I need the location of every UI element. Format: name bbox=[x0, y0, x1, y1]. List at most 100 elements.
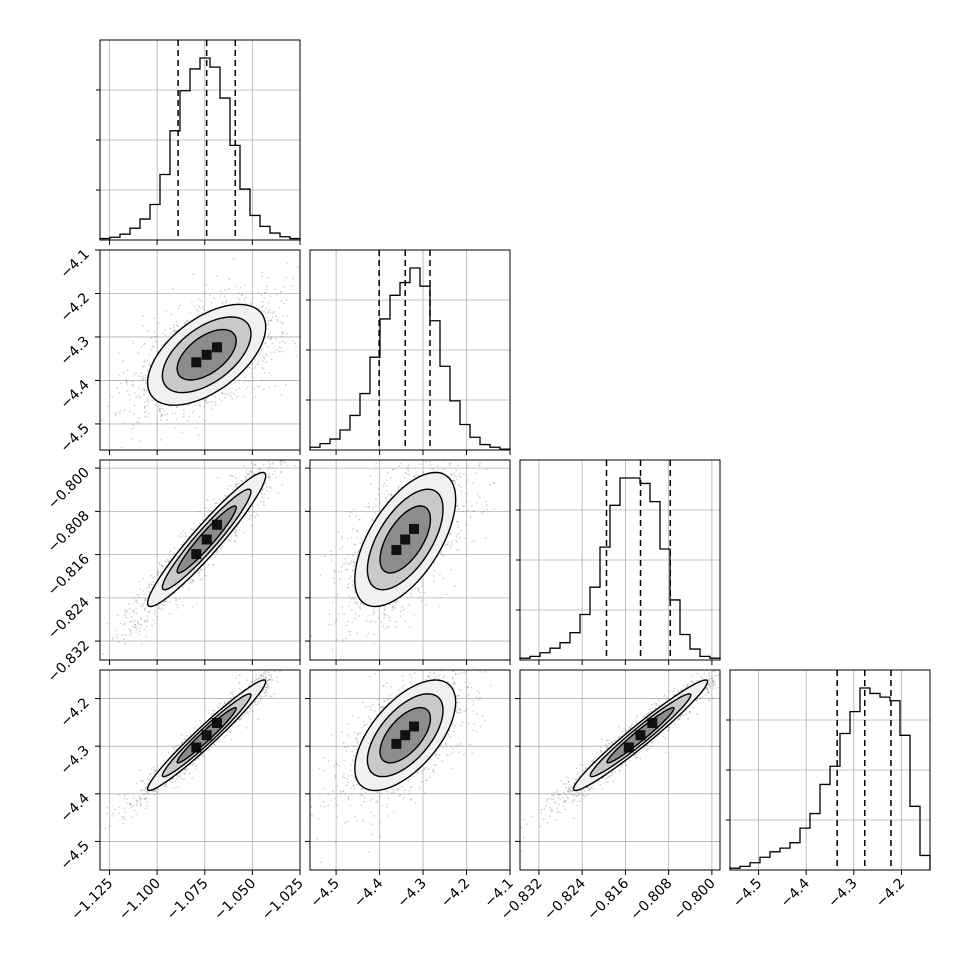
sample-point bbox=[478, 426, 480, 428]
sample-point bbox=[279, 464, 282, 466]
sample-point bbox=[230, 536, 233, 538]
sample-point bbox=[143, 628, 146, 631]
sample-point bbox=[319, 573, 322, 576]
sample-point bbox=[407, 469, 410, 472]
sample-point bbox=[245, 387, 248, 390]
sample-point bbox=[277, 320, 279, 322]
sample-point bbox=[125, 381, 128, 383]
sample-point bbox=[349, 562, 352, 565]
sample-point bbox=[252, 377, 255, 379]
sample-point bbox=[269, 295, 272, 297]
sample-point bbox=[348, 594, 350, 597]
contour-line-1 bbox=[161, 488, 252, 591]
sample-point bbox=[261, 488, 264, 491]
sample-point bbox=[386, 484, 389, 487]
sample-point bbox=[480, 397, 482, 399]
sample-point bbox=[245, 478, 248, 480]
sample-point bbox=[175, 745, 178, 747]
sample-point bbox=[206, 499, 209, 502]
contour-line-1 bbox=[366, 488, 444, 591]
sample-point bbox=[454, 482, 457, 485]
sample-point bbox=[236, 395, 239, 398]
sample-point bbox=[346, 554, 349, 556]
sample-point bbox=[88, 378, 90, 380]
sample-point bbox=[183, 409, 185, 411]
sample-point bbox=[372, 608, 375, 611]
sample-point bbox=[244, 515, 247, 518]
sample-point bbox=[450, 568, 453, 571]
sample-point bbox=[205, 400, 207, 402]
sample-point bbox=[192, 579, 194, 581]
sample-point bbox=[261, 306, 263, 308]
sample-point bbox=[211, 556, 214, 559]
sample-point bbox=[266, 276, 269, 279]
sample-point bbox=[283, 302, 285, 305]
sample-point bbox=[135, 626, 138, 628]
sample-point bbox=[142, 602, 144, 605]
sample-point bbox=[267, 460, 270, 463]
sample-point bbox=[139, 396, 141, 399]
sample-point bbox=[143, 359, 146, 362]
sample-point bbox=[139, 440, 142, 442]
sample-point bbox=[177, 307, 180, 310]
sample-point bbox=[341, 605, 344, 608]
sample-point bbox=[451, 540, 453, 543]
sample-point bbox=[92, 665, 94, 667]
contour-line-2 bbox=[354, 471, 457, 608]
sample-point bbox=[181, 586, 184, 589]
sample-point bbox=[267, 497, 269, 499]
sample-point bbox=[261, 275, 264, 278]
sample-point bbox=[175, 599, 178, 602]
sample-point bbox=[291, 285, 293, 287]
sample-point bbox=[482, 510, 485, 513]
sample-point bbox=[96, 665, 98, 667]
sample-point bbox=[198, 306, 201, 309]
sample-point bbox=[246, 473, 249, 476]
panel-frame bbox=[99, 39, 301, 241]
sample-point bbox=[373, 610, 375, 613]
sample-point bbox=[443, 468, 445, 471]
sample-point bbox=[295, 354, 298, 357]
sample-point bbox=[392, 468, 395, 471]
sample-point bbox=[306, 630, 308, 632]
sample-point bbox=[195, 309, 198, 311]
sample-point bbox=[267, 334, 270, 336]
sample-point bbox=[272, 461, 274, 464]
sample-point bbox=[397, 485, 400, 488]
sample-point bbox=[448, 533, 451, 536]
sample-point bbox=[190, 578, 193, 581]
sample-point bbox=[175, 597, 178, 600]
sample-point bbox=[425, 453, 427, 455]
sample-point bbox=[264, 312, 267, 315]
sample-point bbox=[216, 477, 219, 479]
sample-point bbox=[352, 586, 355, 589]
sample-point bbox=[160, 414, 163, 416]
sample-point bbox=[157, 322, 160, 324]
sample-point bbox=[160, 439, 162, 441]
sample-point bbox=[347, 538, 349, 540]
sample-point bbox=[329, 393, 331, 395]
sample-point bbox=[273, 470, 276, 472]
sample-point bbox=[152, 581, 155, 584]
sample-point bbox=[394, 604, 397, 606]
sample-point bbox=[214, 396, 217, 399]
sample-point bbox=[160, 413, 163, 416]
sample-point bbox=[115, 411, 117, 414]
sample-point bbox=[261, 347, 264, 350]
sample-point bbox=[202, 308, 205, 311]
sample-point bbox=[275, 444, 277, 446]
sample-point bbox=[144, 599, 147, 602]
sample-point bbox=[268, 386, 271, 389]
panel-content bbox=[100, 670, 281, 830]
contour-line-0 bbox=[379, 505, 432, 574]
sample-point bbox=[197, 434, 200, 437]
sample-point bbox=[420, 600, 423, 602]
sample-point bbox=[419, 591, 422, 594]
sample-point bbox=[173, 329, 176, 331]
sample-point bbox=[135, 628, 138, 631]
sample-point bbox=[264, 352, 267, 355]
sample-point bbox=[159, 410, 161, 413]
sample-point bbox=[455, 535, 458, 538]
sample-point bbox=[260, 293, 263, 296]
sample-point bbox=[396, 621, 399, 624]
